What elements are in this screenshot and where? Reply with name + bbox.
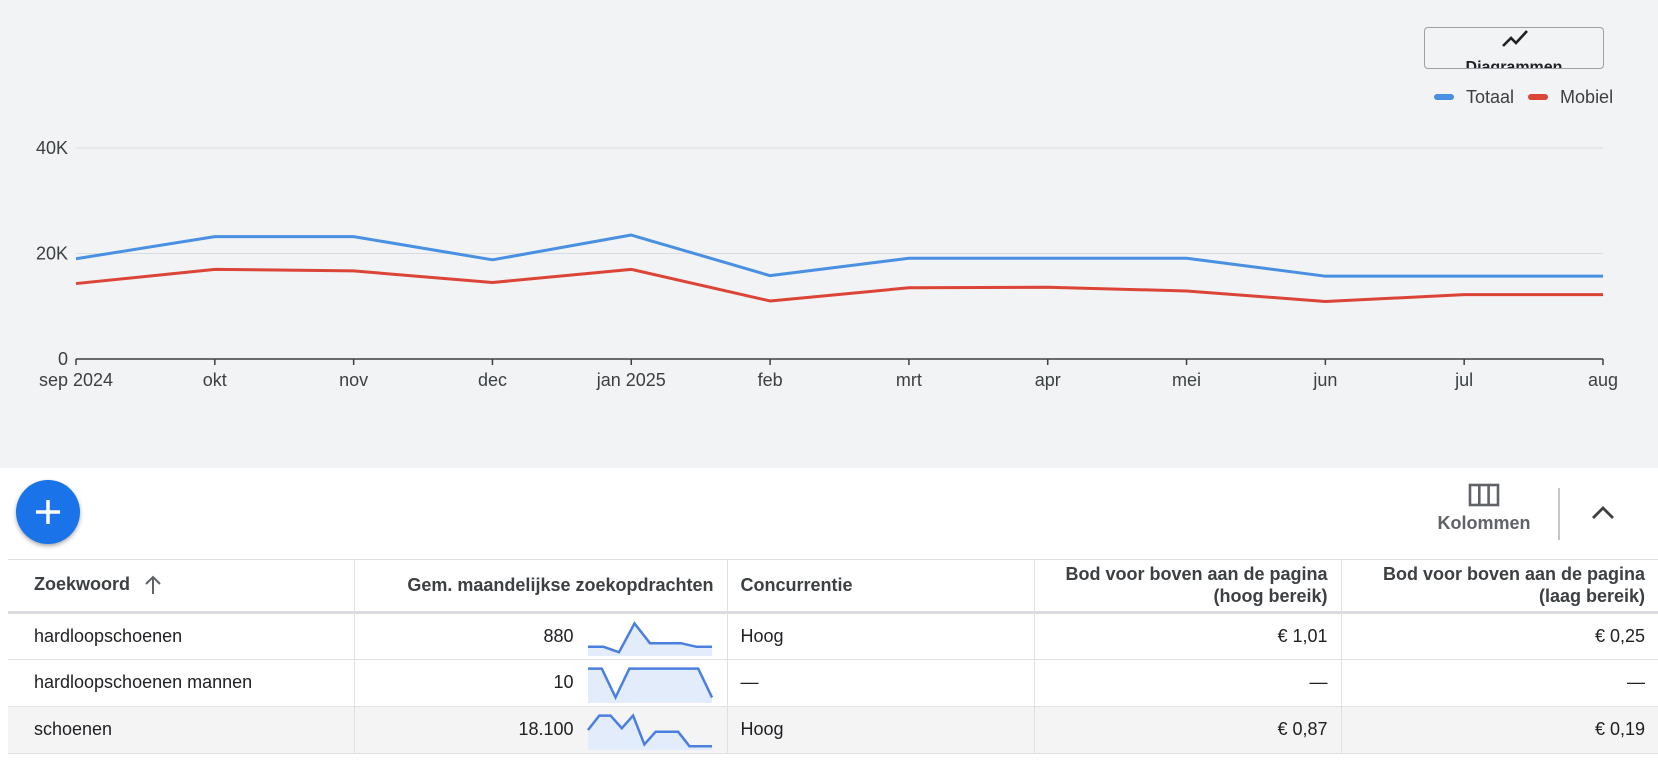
arrow-up-icon[interactable] bbox=[143, 574, 163, 596]
table-row[interactable]: hardloopschoenen 880 Hoog € 1,01 € 0,25 bbox=[8, 612, 1658, 660]
cell-bid-high: € 0,87 bbox=[1034, 706, 1342, 754]
columns-button[interactable]: Kolommen bbox=[1419, 483, 1549, 547]
sparkline-line bbox=[586, 712, 712, 747]
chart-panel: 0 20K 40K sep 2024 okt nov dec jan 2025 feb mrt ap… bbox=[0, 0, 1658, 468]
header-competition[interactable]: Concurrentie bbox=[727, 559, 1035, 614]
cell-competition: Hoog bbox=[727, 612, 1035, 660]
cell-competition: Hoog bbox=[727, 706, 1035, 754]
cell-keyword: schoenen bbox=[8, 706, 355, 754]
header-keyword-label: Zoekwoord bbox=[34, 574, 131, 595]
series-line-mobiel bbox=[75, 267, 1603, 304]
view-column-icon bbox=[1468, 483, 1500, 507]
searches-value: 10 bbox=[553, 672, 574, 692]
sparkline-area bbox=[587, 668, 712, 703]
columns-button-label: Kolommen bbox=[1437, 513, 1531, 533]
searches-value: 18.100 bbox=[518, 719, 574, 739]
diagrams-button[interactable]: Diagrammen bbox=[1424, 27, 1604, 69]
header-bid-high[interactable]: Bod voor boven aan de pagina (hoog berei… bbox=[1034, 559, 1342, 614]
x-tick-label: jun bbox=[1312, 370, 1337, 390]
cell-bid-high: — bbox=[1034, 659, 1342, 707]
sparkline-area bbox=[587, 623, 712, 656]
x-tick-label: nov bbox=[339, 370, 368, 390]
header-bid-low[interactable]: Bod voor boven aan de pagina (laag berei… bbox=[1341, 559, 1658, 614]
x-tick-label: jul bbox=[1454, 370, 1473, 390]
trend-sparkline bbox=[587, 621, 712, 656]
legend-label-mobiel: Mobiel bbox=[1560, 86, 1614, 107]
sparkline-line bbox=[587, 621, 712, 654]
x-tick-label: jan 2025 bbox=[596, 370, 666, 390]
add-keyword-button[interactable] bbox=[16, 480, 80, 544]
x-tick-label: dec bbox=[478, 370, 507, 390]
cell-competition: — bbox=[727, 659, 1035, 707]
x-tick-label: mrt bbox=[896, 370, 922, 390]
trend-sparkline bbox=[587, 666, 713, 703]
x-tick-label: sep 2024 bbox=[39, 370, 113, 390]
legend-item-totaal[interactable]: Totaal bbox=[1434, 87, 1514, 108]
header-competition-label: Concurrentie bbox=[740, 574, 853, 595]
header-bid-low-line2: (laag bereik) bbox=[1538, 585, 1645, 606]
keyword-table: Zoekwoord Gem. maandelijkse zoekopdracht… bbox=[8, 559, 1658, 754]
y-tick-label: 20K bbox=[36, 244, 68, 264]
table-header-row: Zoekwoord Gem. maandelijkse zoekopdracht… bbox=[8, 559, 1658, 614]
x-tick-label: aug bbox=[1588, 370, 1618, 390]
cell-searches: 10 bbox=[354, 659, 728, 707]
collapse-button[interactable] bbox=[1583, 493, 1623, 533]
searches-value: 880 bbox=[543, 625, 574, 646]
diagrams-button-label: Diagrammen bbox=[1465, 59, 1563, 69]
chart-legend: Totaal Mobiel bbox=[1434, 85, 1627, 109]
plus-icon bbox=[36, 500, 60, 524]
series-line-totaal bbox=[75, 233, 1603, 278]
table-row[interactable]: schoenen 18.100 Hoog € 0,87 € 0,19 bbox=[8, 706, 1658, 754]
chevron-up-icon bbox=[1592, 506, 1614, 519]
cell-bid-high: € 1,01 bbox=[1034, 612, 1342, 660]
cell-keyword: hardloopschoenen bbox=[8, 612, 355, 660]
sparkline-line bbox=[587, 666, 713, 700]
legend-swatch-totaal bbox=[1434, 94, 1454, 100]
header-bid-low-line1: Bod voor boven aan de pagina bbox=[1382, 563, 1645, 584]
cell-searches: 18.100 bbox=[354, 706, 728, 754]
legend-label-totaal: Totaal bbox=[1466, 86, 1515, 107]
y-tick-label: 40K bbox=[36, 138, 68, 158]
sparkline-area bbox=[587, 715, 712, 750]
x-tick-label: feb bbox=[758, 370, 783, 390]
header-bid-high-line2: (hoog bereik) bbox=[1213, 585, 1328, 606]
chart-line-icon bbox=[1502, 30, 1528, 47]
legend-swatch-mobiel bbox=[1528, 94, 1549, 100]
line-chart: 0 20K 40K sep 2024 okt nov dec jan 2025 feb mrt ap… bbox=[36, 138, 1618, 390]
toolbar-divider bbox=[1558, 488, 1560, 540]
header-bid-high-line1: Bod voor boven aan de pagina bbox=[1065, 563, 1328, 584]
cell-keyword: hardloopschoenen mannen bbox=[8, 659, 355, 707]
cell-bid-low: — bbox=[1341, 659, 1658, 707]
table-row[interactable]: hardloopschoenen mannen 10 — — — bbox=[8, 659, 1658, 707]
x-tick-label: okt bbox=[203, 370, 227, 390]
cell-bid-low: € 0,19 bbox=[1341, 706, 1658, 754]
x-tick-label: apr bbox=[1035, 370, 1061, 390]
y-tick-label: 0 bbox=[58, 349, 68, 369]
header-keyword[interactable]: Zoekwoord bbox=[8, 559, 355, 614]
cell-bid-low: € 0,25 bbox=[1341, 612, 1658, 660]
header-searches[interactable]: Gem. maandelijkse zoekopdrachten bbox=[354, 559, 728, 614]
table-toolbar: Kolommen bbox=[8, 468, 1658, 560]
trend-sparkline bbox=[586, 712, 712, 750]
legend-item-mobiel[interactable]: Mobiel bbox=[1528, 87, 1613, 108]
x-tick-label: mei bbox=[1172, 370, 1201, 390]
cell-searches: 880 bbox=[354, 612, 728, 660]
header-searches-label: Gem. maandelijkse zoekopdrachten bbox=[407, 574, 714, 595]
